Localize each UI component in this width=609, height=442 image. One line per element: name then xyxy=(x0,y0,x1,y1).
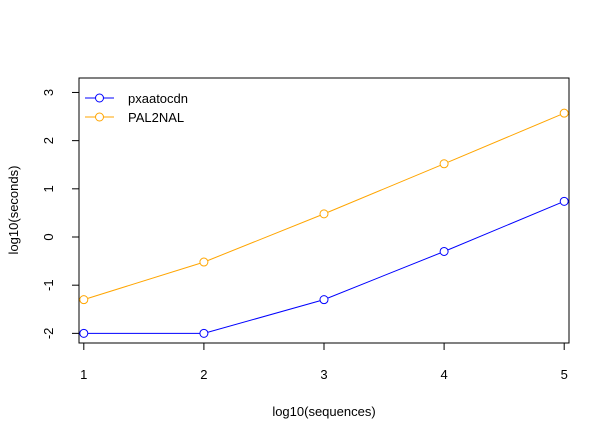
data-point xyxy=(559,108,569,118)
data-point xyxy=(439,159,449,169)
series-line-pxaatocdn xyxy=(83,200,565,334)
legend-label: PAL2NAL xyxy=(128,110,184,125)
series-line-pal2nal xyxy=(83,112,565,301)
data-point xyxy=(199,328,209,338)
y-tick-label: -1 xyxy=(41,279,56,291)
x-axis-title: log10(sequences) xyxy=(272,404,375,419)
y-tick-label: 2 xyxy=(41,137,56,144)
x-tick-label: 1 xyxy=(80,367,87,382)
x-axis: 1 2 3 4 5 xyxy=(80,343,568,382)
series-layer xyxy=(79,108,569,338)
x-tick-label: 3 xyxy=(320,367,327,382)
y-tick-label: 0 xyxy=(41,233,56,240)
data-point xyxy=(199,257,209,267)
legend-marker xyxy=(95,112,104,122)
legend-marker xyxy=(95,93,104,103)
y-tick-label: 3 xyxy=(41,89,56,96)
data-point xyxy=(319,209,329,219)
data-point xyxy=(559,196,569,206)
x-tick-label: 5 xyxy=(561,367,568,382)
legend: pxaatocdn PAL2NAL xyxy=(85,91,188,125)
x-tick-label: 2 xyxy=(200,367,207,382)
y-axis: -2 -1 0 1 2 3 xyxy=(41,89,79,339)
legend-label: pxaatocdn xyxy=(128,91,188,106)
data-point xyxy=(79,328,89,338)
x-tick-label: 4 xyxy=(440,367,447,382)
data-point xyxy=(79,295,89,305)
data-point xyxy=(439,246,449,256)
data-point xyxy=(319,295,329,305)
y-axis-title: log10(seconds) xyxy=(6,166,21,255)
y-tick-label: -2 xyxy=(41,328,56,340)
y-tick-label: 1 xyxy=(41,185,56,192)
